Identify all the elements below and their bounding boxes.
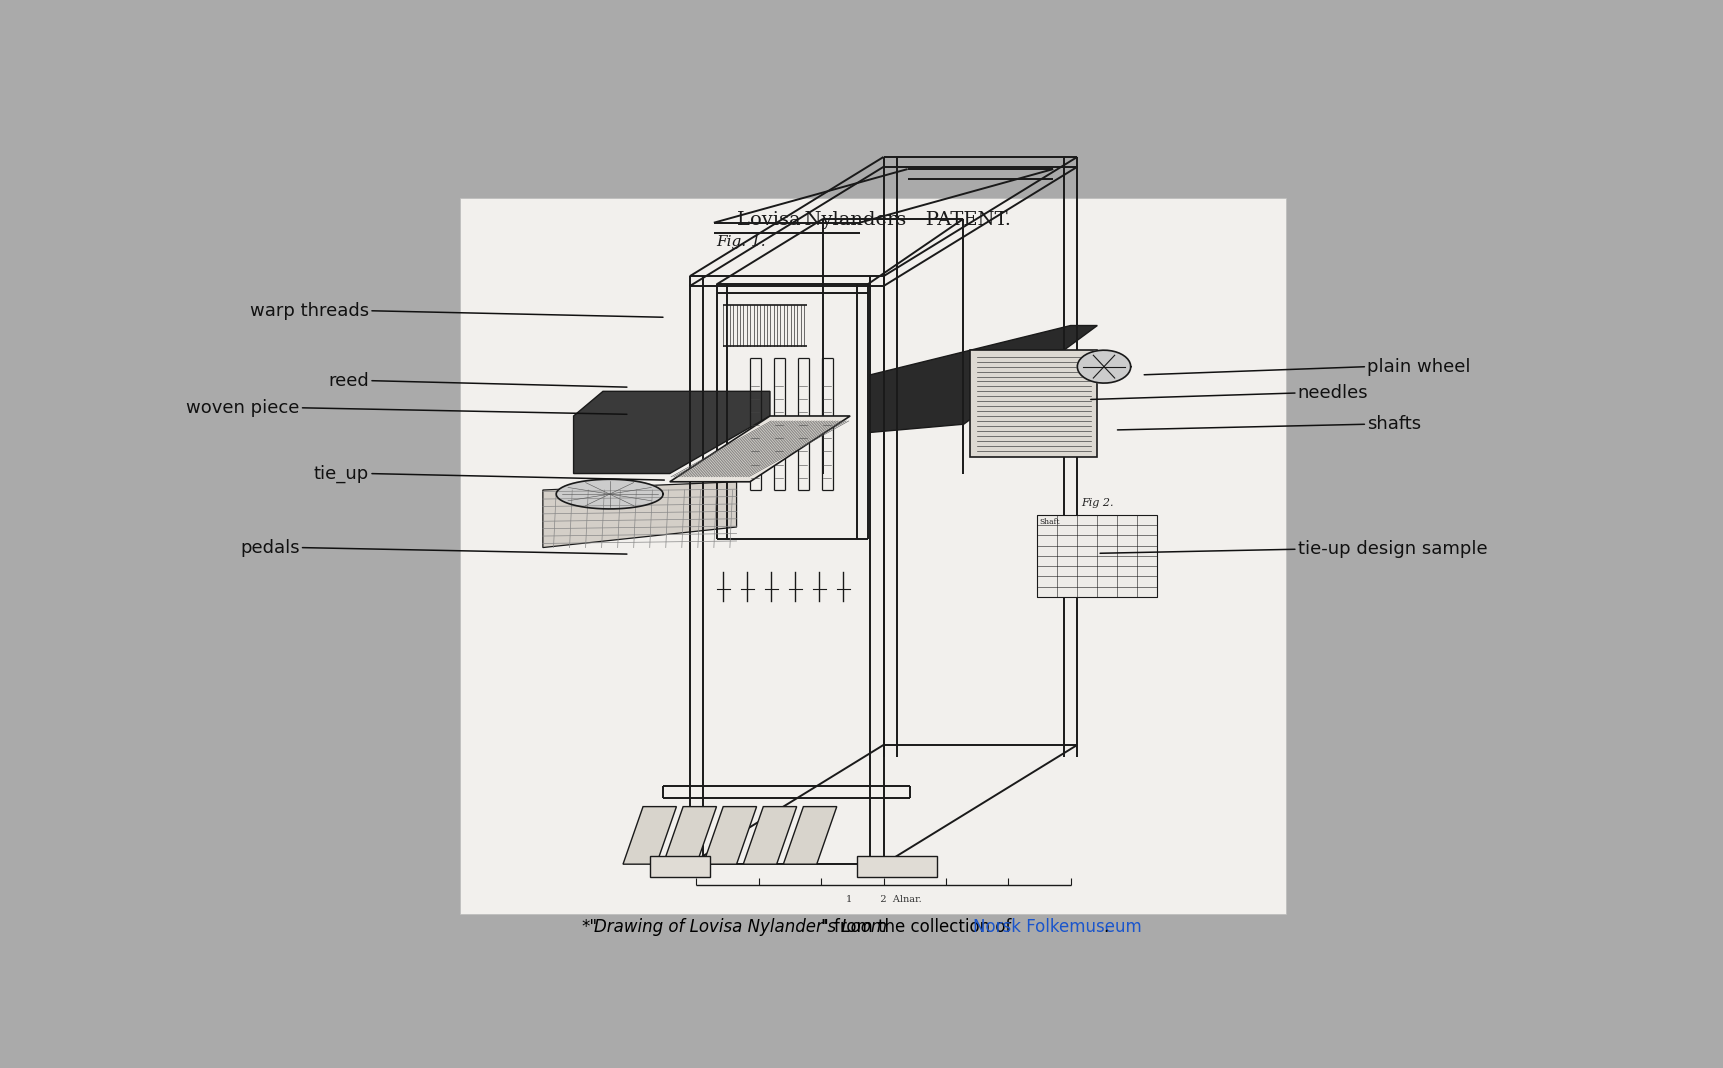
Polygon shape — [543, 482, 736, 548]
Text: " from the collection of: " from the collection of — [820, 918, 1017, 937]
Text: warp threads: warp threads — [250, 302, 369, 319]
Polygon shape — [782, 806, 836, 864]
Text: Fig. 1.: Fig. 1. — [717, 235, 765, 249]
Polygon shape — [856, 855, 937, 877]
Polygon shape — [557, 480, 663, 509]
Polygon shape — [870, 326, 1098, 433]
Text: tie_up: tie_up — [314, 465, 369, 483]
Polygon shape — [574, 391, 770, 473]
Text: pedals: pedals — [239, 538, 300, 556]
Text: .: . — [1103, 918, 1108, 937]
Polygon shape — [670, 415, 849, 482]
Polygon shape — [622, 806, 675, 864]
Text: Drawing of Lovisa Nylander's Loom: Drawing of Lovisa Nylander's Loom — [593, 918, 886, 937]
Text: Fig 2.: Fig 2. — [1080, 498, 1113, 508]
Text: Norsk Folkemuseum: Norsk Folkemuseum — [972, 918, 1141, 937]
Text: tie-up design sample: tie-up design sample — [1297, 540, 1487, 559]
Text: needles: needles — [1297, 384, 1368, 402]
Text: *": *" — [581, 918, 598, 937]
Text: shafts: shafts — [1366, 415, 1420, 434]
Polygon shape — [1037, 515, 1156, 597]
Text: plain wheel: plain wheel — [1366, 358, 1470, 376]
Text: reed: reed — [327, 372, 369, 390]
Polygon shape — [703, 806, 756, 864]
Polygon shape — [663, 806, 717, 864]
Polygon shape — [743, 806, 796, 864]
Text: woven piece: woven piece — [186, 398, 300, 417]
Text: Shaft: Shaft — [1039, 518, 1060, 525]
Polygon shape — [650, 855, 710, 877]
Text: Lovisa Nylanders PATENT.: Lovisa Nylanders PATENT. — [737, 211, 1011, 230]
Polygon shape — [970, 350, 1098, 457]
Polygon shape — [1077, 350, 1130, 383]
FancyBboxPatch shape — [460, 198, 1285, 913]
Text: 1         2  Alnar.: 1 2 Alnar. — [846, 895, 920, 904]
